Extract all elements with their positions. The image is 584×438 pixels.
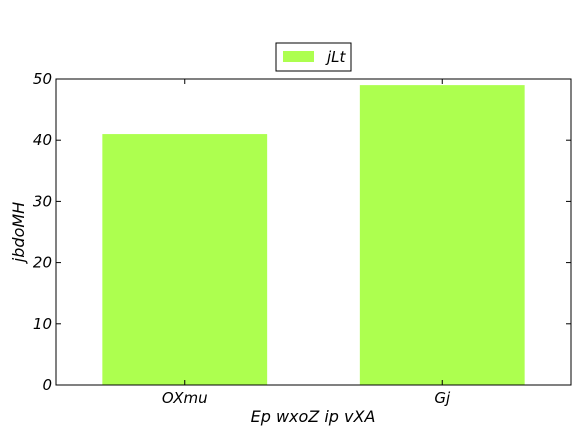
y-tick-label: 50 <box>33 70 52 88</box>
y-tick-label: 40 <box>33 131 52 149</box>
legend-label: jLt <box>325 48 347 66</box>
legend: jLt <box>276 43 351 71</box>
x-axis-label: Ep wxoZ ip vXA <box>251 407 376 426</box>
y-axis-label: jbdoMH <box>9 202 28 264</box>
legend-swatch <box>283 51 314 62</box>
y-tick-label: 10 <box>33 315 52 333</box>
y-tick-label: 30 <box>33 192 52 210</box>
y-tick-label: 0 <box>42 376 52 394</box>
bars-group <box>102 85 524 385</box>
x-tick-label: Gj <box>434 389 451 407</box>
x-tick-label: OXmu <box>162 389 208 407</box>
y-tick-label: 20 <box>33 254 52 272</box>
bar-OXmu <box>102 134 267 385</box>
bar-Gj <box>360 85 525 385</box>
